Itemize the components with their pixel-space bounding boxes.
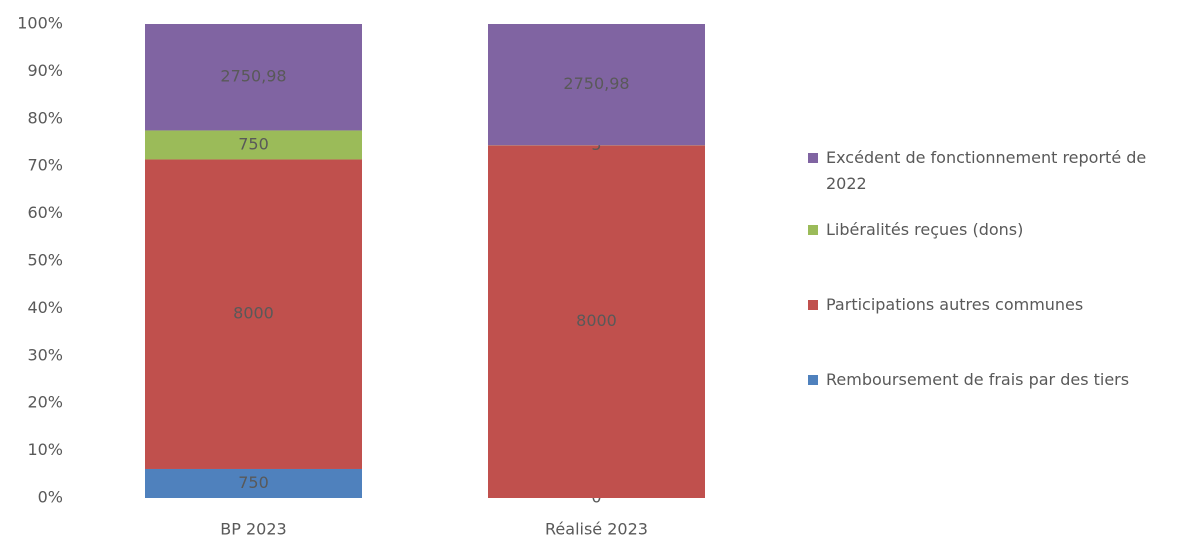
- y-tick-label: 60%: [27, 203, 63, 222]
- bar-segment: [145, 159, 362, 469]
- legend-label: Excédent de fonctionnement reporté de 20…: [826, 148, 1147, 193]
- legend-swatch: [808, 300, 818, 310]
- legend-swatch: [808, 225, 818, 235]
- legend-label: Participations autres communes: [826, 295, 1084, 314]
- y-tick-label: 90%: [27, 61, 63, 80]
- bar-segment: [145, 468, 362, 498]
- legend-label: Remboursement de frais par des tiers: [826, 370, 1130, 389]
- legend-item: Participations autres communes: [808, 292, 1188, 318]
- y-tick-label: 20%: [27, 393, 63, 412]
- y-tick-label: 0%: [38, 488, 63, 507]
- data-label: 2750,98: [220, 67, 286, 86]
- x-tick-label: BP 2023: [220, 520, 286, 539]
- legend-item: Libéralités reçues (dons): [808, 217, 1188, 243]
- bar-segment: [488, 145, 705, 498]
- bar-segment: [488, 24, 705, 146]
- legend-label: Libéralités reçues (dons): [826, 220, 1024, 239]
- legend-swatch: [808, 153, 818, 163]
- data-label: 750: [238, 134, 269, 153]
- x-tick-label: Réalisé 2023: [545, 520, 648, 539]
- y-tick-label: 40%: [27, 298, 63, 317]
- bar-segment: [145, 24, 362, 131]
- y-tick-label: 30%: [27, 345, 63, 364]
- y-tick-label: 100%: [17, 14, 63, 33]
- legend-item: Excédent de fonctionnement reporté de 20…: [808, 145, 1188, 197]
- data-label: 2750,98: [563, 74, 629, 93]
- y-tick-label: 70%: [27, 156, 63, 175]
- legend-swatch: [808, 375, 818, 385]
- y-tick-label: 50%: [27, 251, 63, 270]
- y-tick-label: 80%: [27, 108, 63, 127]
- data-label: 8000: [576, 311, 617, 330]
- bar-segment: [145, 130, 362, 160]
- data-label: 8000: [233, 304, 274, 323]
- data-label: 750: [238, 473, 269, 492]
- y-tick-label: 10%: [27, 440, 63, 459]
- legend-item: Remboursement de frais par des tiers: [808, 367, 1188, 393]
